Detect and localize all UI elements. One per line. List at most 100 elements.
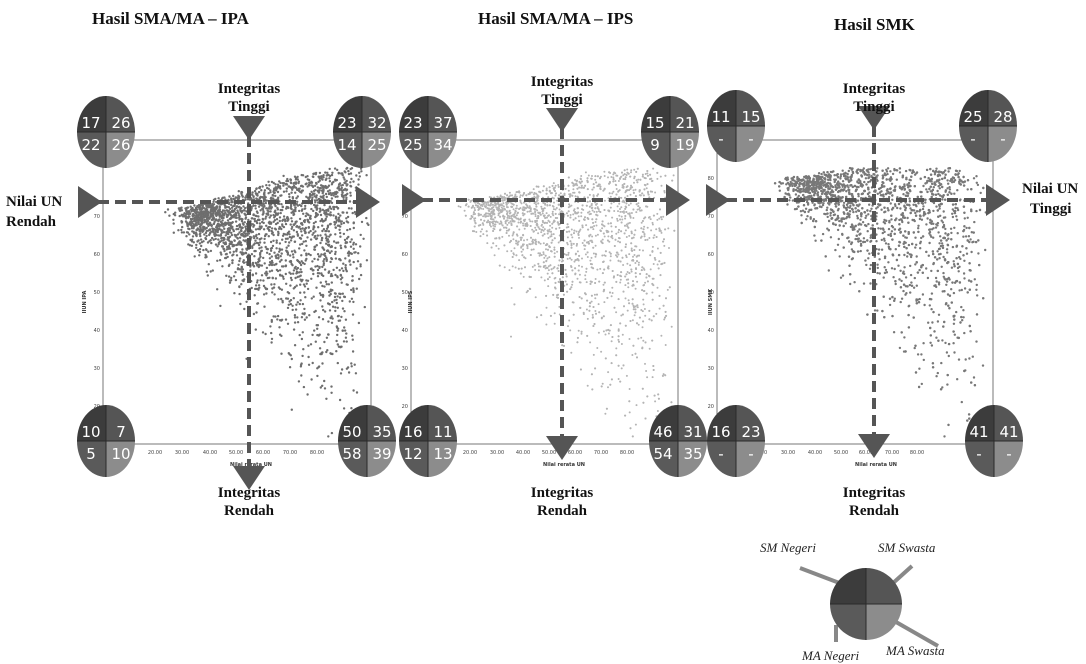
- scatter-point: [514, 266, 517, 269]
- scatter-point: [650, 229, 653, 232]
- scatter-point: [330, 197, 334, 200]
- scatter-point: [501, 209, 504, 212]
- scatter-point: [644, 362, 646, 365]
- scatter-point: [502, 205, 505, 208]
- scatter-point: [551, 272, 554, 275]
- scatter-point: [652, 315, 655, 318]
- scatter-point: [617, 180, 620, 182]
- scatter-point: [339, 278, 343, 281]
- scatter-point: [279, 248, 282, 252]
- scatter-point: [540, 314, 543, 317]
- scatter-point: [286, 291, 289, 294]
- scatter-point: [350, 365, 353, 368]
- scatter-point: [637, 263, 640, 266]
- scatter-point: [190, 210, 193, 213]
- scatter-point: [627, 204, 630, 207]
- scatter-point: [658, 294, 661, 297]
- scatter-point: [221, 229, 224, 232]
- scatter-point: [218, 259, 222, 262]
- scatter-point: [198, 207, 201, 210]
- scatter-point: [626, 185, 629, 188]
- scatter-point: [485, 230, 488, 233]
- scatter-point: [613, 210, 616, 212]
- scatter-point: [192, 232, 196, 235]
- scatter-point: [290, 278, 293, 282]
- scatter-point: [643, 308, 646, 310]
- scatter-point: [357, 193, 360, 197]
- scatter-point: [544, 202, 546, 205]
- scatter-point: [558, 194, 561, 197]
- scatter-point: [588, 210, 591, 213]
- scatter-point: [279, 274, 282, 277]
- scatter-point: [235, 254, 239, 257]
- scatter-point: [252, 235, 256, 238]
- scatter-point: [648, 216, 650, 219]
- scatter-point: [229, 213, 232, 216]
- scatter-point: [654, 400, 657, 403]
- scatter-point: [596, 194, 599, 197]
- scatter-point: [578, 236, 580, 239]
- scatter-point: [280, 203, 283, 206]
- scatter-point: [561, 276, 564, 279]
- scatter-point: [351, 275, 354, 278]
- scatter-point: [336, 195, 339, 198]
- scatter-point: [334, 250, 337, 254]
- scatter-point: [515, 207, 517, 210]
- scatter-point: [595, 213, 598, 216]
- scatter-point: [197, 239, 200, 242]
- scatter-point: [535, 219, 538, 222]
- scatter-point: [529, 220, 532, 223]
- scatter-point: [345, 217, 348, 220]
- scatter-point: [553, 220, 556, 223]
- scatter-point: [340, 193, 344, 196]
- scatter-point: [208, 217, 211, 220]
- scatter-point: [484, 201, 486, 204]
- scatter-point: [489, 224, 491, 226]
- scatter-point: [587, 242, 590, 245]
- scatter-point: [356, 260, 360, 263]
- scatter-point: [488, 221, 491, 223]
- scatter-point: [510, 287, 513, 289]
- scatter-point: [330, 245, 333, 248]
- scatter-point: [503, 207, 506, 210]
- scatter-point: [487, 204, 490, 207]
- quadrant-value: 14: [337, 136, 356, 154]
- scatter-point: [636, 304, 639, 307]
- scatter-point: [640, 209, 643, 212]
- scatter-point: [624, 205, 627, 208]
- quadrant-value: 25: [367, 136, 386, 154]
- scatter-point: [313, 257, 316, 261]
- scatter-point: [518, 259, 521, 262]
- scatter-point: [230, 197, 233, 200]
- scatter-point: [254, 207, 257, 210]
- scatter-point: [291, 185, 294, 189]
- scatter-point: [576, 243, 578, 245]
- scatter-point: [590, 373, 593, 376]
- scatter-point: [262, 228, 266, 231]
- scatter-point: [327, 250, 330, 253]
- scatter-point: [270, 229, 273, 233]
- scatter-point: [285, 179, 288, 183]
- scatter-point: [330, 250, 333, 253]
- scatter-point: [228, 242, 231, 246]
- scatter-point: [592, 194, 595, 197]
- scatter-point: [294, 191, 297, 194]
- quadrant-value: 26: [111, 114, 130, 132]
- scatter-point: [607, 267, 610, 270]
- scatter-point: [589, 212, 592, 215]
- scatter-point: [295, 284, 298, 287]
- scatter-point: [642, 298, 645, 301]
- scatter-point: [321, 284, 324, 288]
- scatter-point: [609, 195, 612, 198]
- scatter-point: [553, 252, 556, 255]
- scatter-point: [472, 213, 475, 216]
- scatter-point: [294, 265, 297, 269]
- scatter-point: [658, 217, 661, 220]
- scatter-point: [344, 318, 348, 321]
- scatter-point: [608, 192, 611, 195]
- scatter-point: [609, 324, 612, 327]
- scatter-point: [322, 186, 325, 189]
- scatter-point: [254, 287, 257, 291]
- scatter-point: [549, 235, 552, 238]
- scatter-point: [323, 340, 326, 344]
